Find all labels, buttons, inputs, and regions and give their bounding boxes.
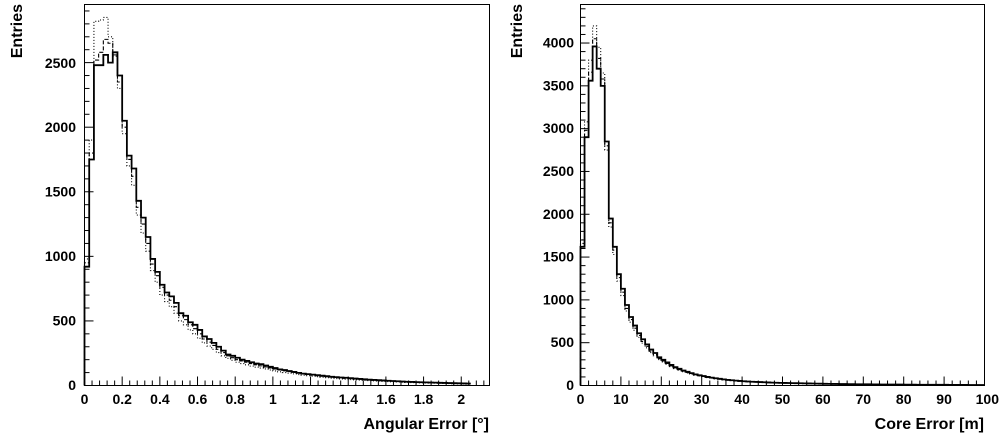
right-y-tick-label: 500 xyxy=(551,334,575,350)
left-histogram-dotted xyxy=(83,16,471,386)
left-y-tick-label: 2500 xyxy=(45,55,76,71)
right-y-tick-label: 0 xyxy=(566,377,574,393)
right-y-tick-label: 2500 xyxy=(543,163,574,179)
right-x-tick-label: 40 xyxy=(734,391,750,407)
left-series-group xyxy=(83,16,471,386)
left-plot-frame xyxy=(84,4,490,386)
left-x-tick-label: 0.2 xyxy=(112,391,132,407)
left-x-tick-label: 1.6 xyxy=(376,391,396,407)
left-y-axis-title: Entries xyxy=(9,4,26,58)
right-y-tick-label: 3000 xyxy=(543,120,574,136)
right-y-tick-label: 1500 xyxy=(543,249,574,265)
right-x-tick-labels: 0 10 20 30 40 50 60 70 80 90 100 xyxy=(577,391,1000,407)
left-x-tick-label: 1.2 xyxy=(301,391,321,407)
left-x-tick-label: 0.6 xyxy=(188,391,208,407)
left-x-tick-label: 1 xyxy=(269,391,277,407)
right-y-tick-labels: 0 500 1000 1500 2000 2500 3000 3500 4000 xyxy=(543,35,574,393)
right-histogram-solid xyxy=(579,45,985,386)
left-x-tick-label: 1.8 xyxy=(414,391,434,407)
right-histogram-dotted xyxy=(579,25,985,386)
left-x-tick-label: 1.4 xyxy=(339,391,359,407)
right-x-tick-label: 20 xyxy=(654,391,670,407)
left-y-tick-labels: 0 500 1000 1500 2000 2500 xyxy=(45,55,76,393)
left-histogram-solid xyxy=(83,51,471,386)
right-x-tick-label: 0 xyxy=(577,391,585,407)
right-plot-frame xyxy=(580,4,985,386)
left-y-tick-label: 1000 xyxy=(45,248,76,264)
left-histogram-dashed xyxy=(83,38,471,386)
right-y-tick-label: 4000 xyxy=(543,35,574,51)
right-x-tick-label: 50 xyxy=(775,391,791,407)
right-x-tick-label: 70 xyxy=(856,391,872,407)
right-x-tick-label: 100 xyxy=(976,391,1000,407)
right-y-tick-label: 1000 xyxy=(543,291,574,307)
right-x-axis-title: Core Error [m] xyxy=(875,416,984,433)
left-tick-marks xyxy=(84,10,485,386)
core-error-panel: 0 500 1000 1500 2000 2500 3000 3500 4000… xyxy=(509,4,999,433)
left-x-tick-labels: 0 0.2 0.4 0.6 0.8 1 1.2 1.4 1.6 1.8 2 xyxy=(81,391,466,407)
right-x-tick-label: 60 xyxy=(815,391,831,407)
right-y-tick-label: 2000 xyxy=(543,206,574,222)
right-x-tick-label: 10 xyxy=(613,391,629,407)
right-tick-marks xyxy=(580,8,985,386)
right-y-tick-label: 3500 xyxy=(543,77,574,93)
angular-error-panel: 0 500 1000 1500 2000 2500 0 0.2 0.4 0.6 … xyxy=(9,4,490,433)
left-x-tick-label: 0.4 xyxy=(150,391,170,407)
left-y-tick-label: 0 xyxy=(68,377,76,393)
left-y-tick-label: 2000 xyxy=(45,119,76,135)
right-x-tick-label: 80 xyxy=(896,391,912,407)
right-y-axis-title: Entries xyxy=(509,4,526,58)
right-x-tick-label: 90 xyxy=(936,391,952,407)
left-y-tick-label: 500 xyxy=(53,313,77,329)
left-x-tick-label: 2 xyxy=(457,391,465,407)
left-x-axis-title: Angular Error [°] xyxy=(363,416,489,433)
left-x-tick-label: 0.8 xyxy=(225,391,245,407)
left-x-tick-label: 0 xyxy=(81,391,89,407)
right-series-group xyxy=(579,25,985,386)
left-y-tick-label: 1500 xyxy=(45,184,76,200)
right-x-tick-label: 30 xyxy=(694,391,710,407)
